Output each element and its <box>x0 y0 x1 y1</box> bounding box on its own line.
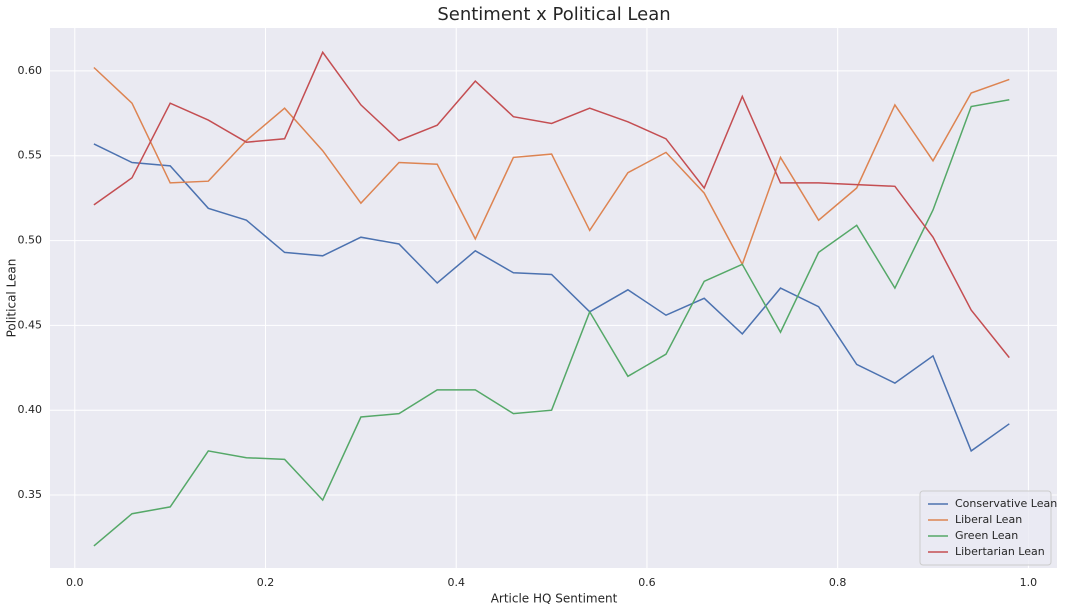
legend-label: Libertarian Lean <box>955 545 1045 558</box>
x-axis-label: Article HQ Sentiment <box>491 592 618 606</box>
x-tick-label: 0.6 <box>638 576 656 589</box>
series-line <box>93 143 1010 453</box>
plot-area <box>50 28 1057 568</box>
x-tick-label: 0.2 <box>257 576 275 589</box>
y-tick-label: 0.45 <box>18 318 43 331</box>
x-tick-label: 0.8 <box>829 576 847 589</box>
series-line <box>93 66 1010 267</box>
chart-title: Sentiment x Political Lean <box>437 4 670 25</box>
y-tick-label: 0.40 <box>18 403 43 416</box>
y-tick-label: 0.60 <box>18 64 43 77</box>
legend-label: Green Lean <box>955 529 1018 542</box>
x-tick-label: 1.0 <box>1020 576 1038 589</box>
y-tick-label: 0.50 <box>18 234 43 247</box>
legend-box <box>919 490 1052 566</box>
legend-label: Conservative Lean <box>955 497 1057 510</box>
y-axis-label: Political Lean <box>5 259 19 338</box>
series-line <box>93 99 1010 547</box>
legend-label: Liberal Lean <box>955 513 1022 526</box>
x-tick-label: 0.0 <box>66 576 84 589</box>
y-tick-label: 0.35 <box>18 488 43 501</box>
legend: Conservative Lean Liberal Lean Green Lean L… <box>919 490 1057 566</box>
x-tick-label: 0.4 <box>447 576 465 589</box>
y-tick-label: 0.55 <box>18 149 43 162</box>
series-line <box>93 50 1010 359</box>
